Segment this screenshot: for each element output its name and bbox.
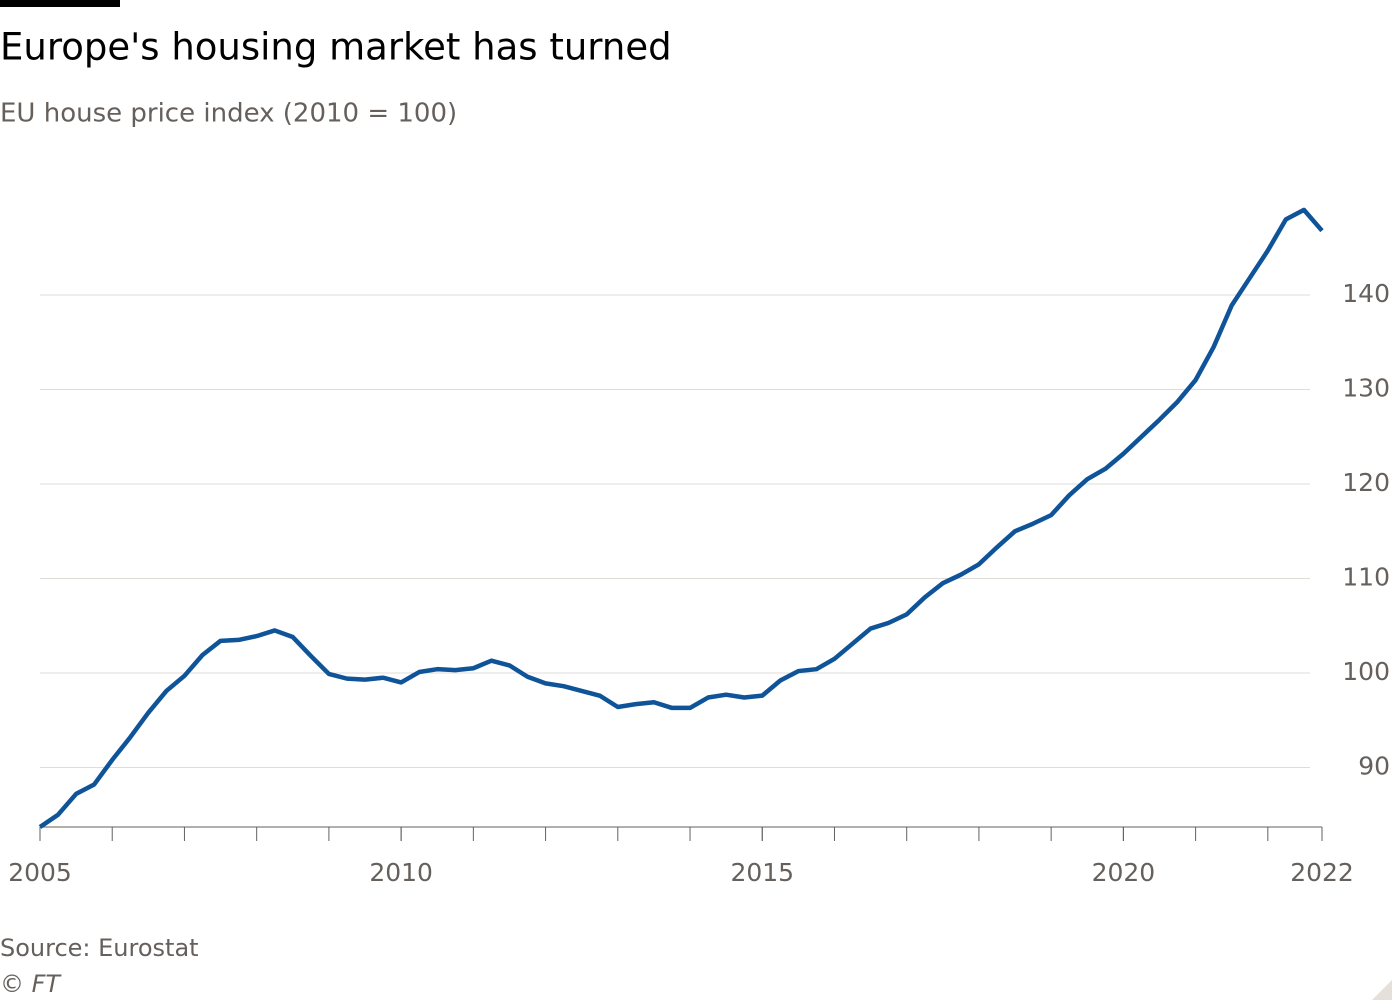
source: Source: Eurostat xyxy=(0,934,199,962)
chart-subtitle: EU house price index (2010 = 100) xyxy=(0,99,457,129)
brand-bar xyxy=(0,0,120,7)
x-tick-label: 2022 xyxy=(1290,858,1354,887)
x-tick-label: 2005 xyxy=(8,858,72,887)
y-tick-label: 110 xyxy=(1342,562,1390,591)
x-tick-label: 2015 xyxy=(730,858,794,887)
x-tick-label: 2020 xyxy=(1092,858,1156,887)
corner-mark xyxy=(1372,980,1392,1000)
y-tick-label: 140 xyxy=(1342,279,1390,308)
y-tick-label: 100 xyxy=(1342,657,1390,686)
chart-title: Europe's housing market has turned xyxy=(0,26,672,69)
data-line xyxy=(38,207,1324,829)
y-tick-label: 130 xyxy=(1342,373,1390,402)
credit: © FT xyxy=(0,970,62,998)
x-tick-label: 2010 xyxy=(369,858,433,887)
y-tick-label: 90 xyxy=(1358,751,1390,780)
y-tick-label: 120 xyxy=(1342,468,1390,497)
